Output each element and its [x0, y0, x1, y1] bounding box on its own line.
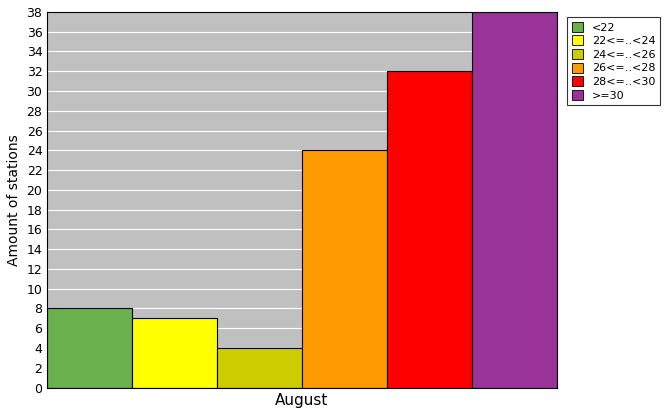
- Y-axis label: Amount of stations: Amount of stations: [7, 134, 21, 266]
- Bar: [217, 348, 302, 388]
- Bar: [472, 12, 557, 388]
- Bar: [47, 308, 132, 388]
- Bar: [387, 71, 472, 388]
- X-axis label: August: August: [275, 393, 329, 408]
- Bar: [302, 150, 387, 388]
- Legend: <22, 22<=..<24, 24<=..<26, 26<=..<28, 28<=..<30, >=30: <22, 22<=..<24, 24<=..<26, 26<=..<28, 28…: [568, 17, 660, 105]
- Bar: [132, 318, 217, 388]
